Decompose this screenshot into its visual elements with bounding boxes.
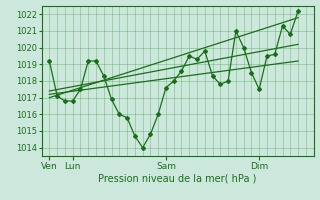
X-axis label: Pression niveau de la mer( hPa ): Pression niveau de la mer( hPa ) — [99, 173, 257, 183]
